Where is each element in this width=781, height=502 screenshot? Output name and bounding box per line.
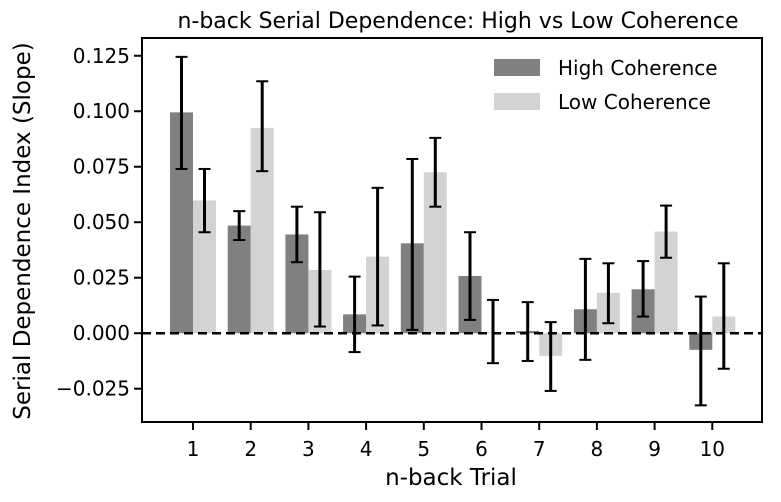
bars-layer	[170, 112, 736, 356]
y-tick-label: 0.050	[73, 210, 130, 234]
legend-label-2: Low Coherence	[558, 90, 711, 114]
y-tick-label: −0.025	[56, 377, 130, 401]
bar-s1-3	[285, 234, 309, 334]
x-tick-label: 1	[187, 437, 200, 461]
chart-title: n-back Serial Dependence: High vs Low Co…	[177, 9, 738, 34]
bar-s2-2	[250, 127, 274, 334]
plot-frame	[141, 37, 763, 423]
y-axis: −0.025 0.000 0.025 0.050 0.075 0.100 0.125	[56, 44, 142, 401]
y-tick-label: 0.025	[73, 266, 130, 290]
x-tick-label: 5	[417, 437, 430, 461]
x-tick-label: 6	[475, 437, 488, 461]
x-axis: 1 2 3 4 5 6 7 8 9 10	[187, 422, 725, 461]
legend-label-1: High Coherence	[558, 56, 718, 80]
bar-s2-1	[193, 200, 216, 334]
y-tick-label: 0.125	[73, 44, 130, 68]
y-tick-label: 0.075	[73, 155, 130, 179]
y-tick-label: 0.000	[73, 321, 130, 345]
x-axis-title: n-back Trial	[385, 465, 517, 491]
x-tick-label: 8	[591, 437, 604, 461]
x-tick-label: 4	[360, 437, 373, 461]
y-tick-label: 0.100	[73, 99, 130, 123]
x-tick-label: 10	[700, 437, 725, 461]
error-bars-layer	[175, 55, 730, 407]
x-tick-label: 9	[648, 437, 661, 461]
x-tick-label: 2	[244, 437, 257, 461]
bar-s1-1	[170, 112, 193, 334]
bar-s2-5	[423, 172, 447, 334]
y-axis-title: Serial Dependence Index (Slope)	[10, 42, 36, 419]
legend-swatch-1	[494, 59, 540, 76]
x-tick-label: 7	[533, 437, 546, 461]
legend: High Coherence Low Coherence	[494, 56, 718, 114]
x-tick-label: 3	[302, 437, 315, 461]
legend-swatch-2	[494, 93, 540, 110]
bar-s1-2	[227, 225, 251, 334]
